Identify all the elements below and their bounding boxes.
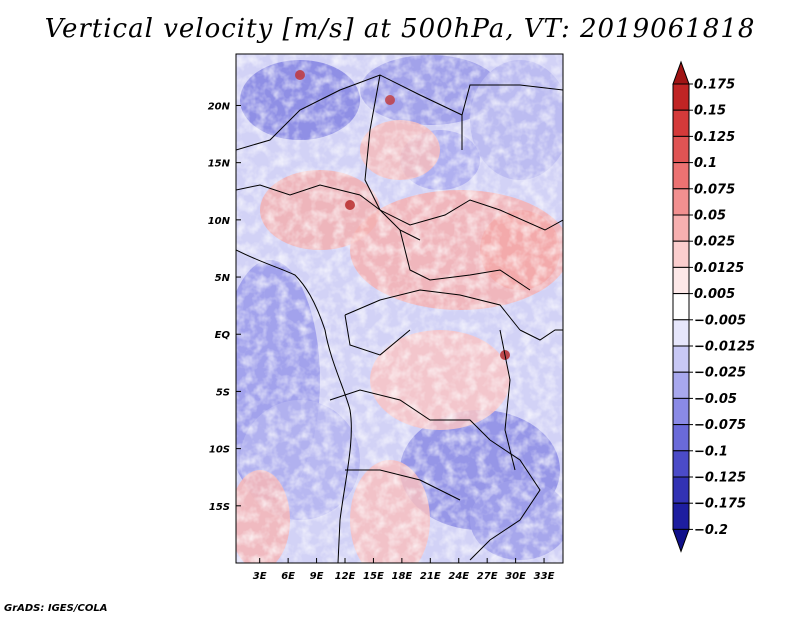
colorbar-label: −0.175 xyxy=(694,497,746,512)
x-tick-label: 24E xyxy=(448,571,469,582)
colorbar-segment xyxy=(672,188,690,216)
colorbar-segment xyxy=(672,450,690,478)
colorbar-segment xyxy=(672,424,690,452)
colorbar-label: 0.15 xyxy=(694,104,726,119)
colorbar-segment xyxy=(672,240,690,268)
colorbar-label: −0.075 xyxy=(694,418,746,433)
velocity-field xyxy=(236,54,563,563)
colorbar-segment xyxy=(672,162,690,190)
y-axis: 20N 15N 10N 5N EQ 5S 10S 15S xyxy=(208,101,241,513)
colorbar-segment xyxy=(672,476,690,504)
country-borders xyxy=(236,74,563,563)
colorbar-segment xyxy=(672,135,690,164)
x-tick-label: 27E xyxy=(477,571,498,582)
colorbar-segment xyxy=(672,371,690,399)
colorbar-top-arrow xyxy=(672,60,690,85)
y-tick-label: 15S xyxy=(209,502,230,513)
x-tick-label: 15E xyxy=(363,571,384,582)
colorbar-label: 0.1 xyxy=(694,156,717,171)
colorbar-segment xyxy=(672,319,690,347)
colorbar-label: 0.025 xyxy=(694,235,735,250)
colorbar-segment xyxy=(672,83,690,111)
chart-title: Vertical velocity [m/s] at 500hPa, VT: 2… xyxy=(44,14,756,44)
x-tick-label: 21E xyxy=(420,571,441,582)
colorbar-label: −0.05 xyxy=(694,392,737,407)
colorbar-label: 0.0125 xyxy=(694,261,744,276)
colorbar-segment xyxy=(672,266,690,295)
x-tick-label: 33E xyxy=(534,571,555,582)
x-tick-label: 18E xyxy=(391,571,412,582)
x-tick-label: 6E xyxy=(281,571,295,582)
colorbar-segment xyxy=(672,109,690,137)
colorbar-label: 0.075 xyxy=(694,182,735,197)
x-tick-label: 12E xyxy=(335,571,356,582)
colorbar-label: 0.005 xyxy=(694,287,735,302)
y-tick-label: 10S xyxy=(209,445,230,456)
y-tick-label: EQ xyxy=(215,330,231,341)
colorbar-segment xyxy=(672,502,690,530)
map-frame xyxy=(235,53,564,564)
colorbar-segment xyxy=(672,293,690,321)
y-tick-label: 20N xyxy=(208,101,231,112)
colorbar-label: −0.0125 xyxy=(694,340,755,355)
colorbar-label: −0.025 xyxy=(694,366,746,381)
colorbar-label: 0.125 xyxy=(694,130,735,145)
colorbar: 0.175 0.15 0.125 0.1 0.075 0.05 0.025 0.0125 0.0… xyxy=(672,60,755,553)
y-tick-label: 10N xyxy=(208,216,231,227)
colorbar-segment xyxy=(672,214,690,242)
colorbar-label: −0.125 xyxy=(694,471,746,486)
colorbar-label: 0.05 xyxy=(694,209,726,224)
colorbar-segment xyxy=(672,345,690,373)
colorbar-segment xyxy=(672,397,690,426)
colorbar-bottom-arrow xyxy=(672,528,690,553)
colorbar-label: −0.2 xyxy=(694,523,728,538)
y-tick-label: 5N xyxy=(215,273,231,284)
x-tick-label: 30E xyxy=(505,571,526,582)
credit-label: GrADS: IGES/COLA xyxy=(4,603,108,614)
x-tick-label: 9E xyxy=(310,571,324,582)
colorbar-label: 0.175 xyxy=(694,78,735,93)
x-axis: 3E 6E 9E 12E 15E 18E 21E 24E 27E 30E 33E xyxy=(253,558,555,582)
x-tick-label: 3E xyxy=(253,571,267,582)
y-tick-label: 5S xyxy=(216,387,230,398)
y-tick-label: 15N xyxy=(208,159,231,170)
colorbar-label: −0.005 xyxy=(694,313,746,328)
colorbar-label: −0.1 xyxy=(694,444,728,459)
